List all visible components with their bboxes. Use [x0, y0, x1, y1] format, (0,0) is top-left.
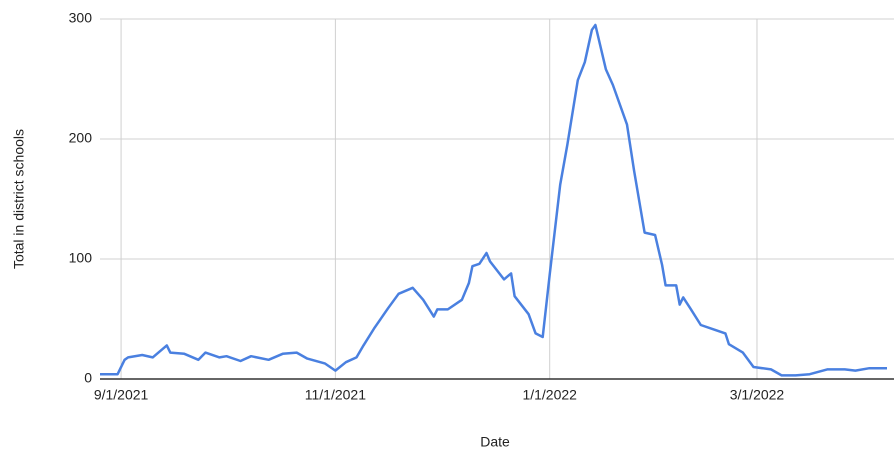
- x-axis-title: Date: [480, 434, 510, 450]
- y-tick-label: 200: [69, 130, 93, 146]
- data-line: [100, 23, 887, 377]
- x-tick-label: 3/1/2022: [730, 387, 785, 403]
- x-tick-label: 1/1/2022: [522, 387, 577, 403]
- y-axis-title: Total in district schools: [11, 129, 27, 269]
- x-tick-label: 9/1/2021: [94, 387, 149, 403]
- x-tick-label: 11/1/2021: [305, 387, 366, 403]
- y-tick-label: 100: [69, 250, 93, 266]
- y-tick-label: 300: [69, 10, 93, 26]
- y-tick-label: 0: [84, 370, 92, 386]
